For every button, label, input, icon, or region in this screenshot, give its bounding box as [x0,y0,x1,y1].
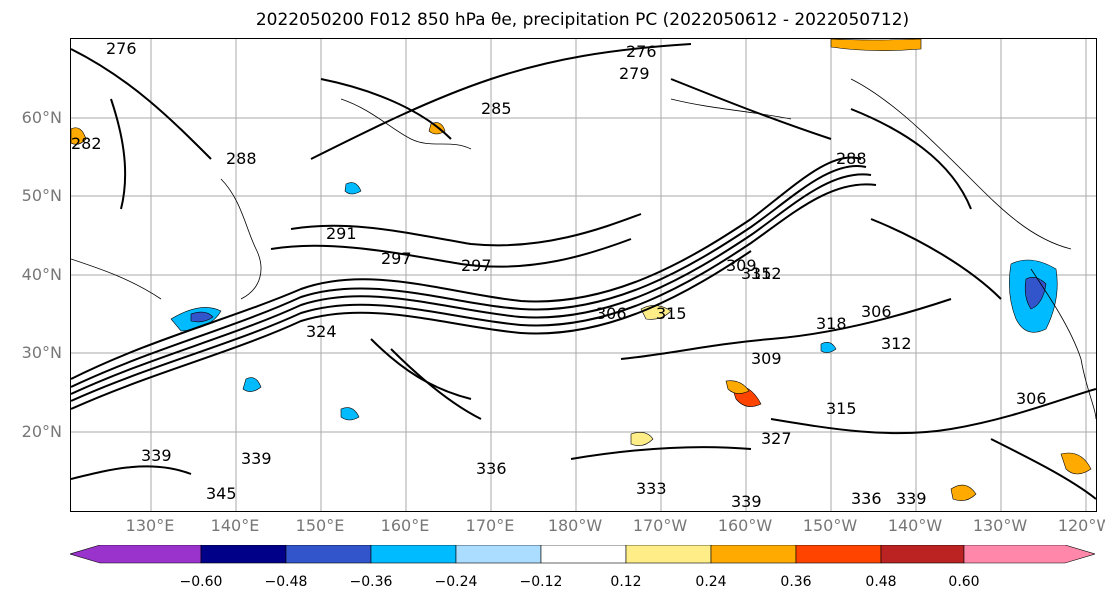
theta-e-contours [71,43,1096,500]
lat-label: 60°N [21,108,62,127]
colorbar-tick-label: −0.36 [349,574,393,590]
lat-label: 30°N [21,343,62,362]
contour-label: 282 [71,134,102,153]
lon-label: 150°E [295,516,345,535]
colorbar [70,545,1095,564]
gridlines [71,39,1096,511]
contour-label: 327 [761,429,792,448]
contour-label: 318 [816,314,847,333]
lon-label: 120°W [1057,516,1105,535]
lon-label: 130°W [972,516,1028,535]
contour-label: 315 [826,399,857,418]
colorbar-tick-label: 0.12 [610,574,642,590]
lon-label: 160°W [717,516,773,535]
colorbar-segment [963,545,1095,564]
contour-label: 276 [626,42,657,61]
contour-label: 312 [881,334,912,353]
colorbar-tick-label: −0.24 [434,574,478,590]
contour-label: 324 [306,322,337,341]
contour-label: 306 [1016,389,1047,408]
colorbar-tick-label: −0.48 [264,574,308,590]
precip-shading [71,39,1092,501]
contour-label: 336 [851,489,882,508]
map-canvas: 276 276 279 285 282 288 288 291 297 297 … [71,39,1096,511]
contour-label: 297 [461,256,492,275]
contour-label: 339 [141,446,172,465]
colorbar-tick-label: 0.36 [780,574,812,590]
map-panel: 276 276 279 285 282 288 288 291 297 297 … [70,38,1097,512]
contour-label: 306 [596,304,627,323]
contour-labels: 276 276 279 285 282 288 288 291 297 297 … [71,39,1047,511]
lon-label: 130°E [125,516,175,535]
contour-label: 309 [751,349,782,368]
colorbar-tick-label: 0.24 [695,574,727,590]
colorbar-segment [370,545,457,564]
colorbar-tick-label: 0.60 [948,574,980,590]
contour-label: 339 [896,489,927,508]
contour-label: 285 [481,99,512,118]
lat-label: 20°N [21,422,62,441]
contour-label: 279 [619,64,650,83]
contour-label: 291 [326,224,357,243]
colorbar-segment [200,545,287,564]
lon-label: 160°E [380,516,430,535]
coastlines [71,78,1096,420]
contour-label: 333 [636,479,667,498]
lat-label: 40°N [21,265,62,284]
colorbar-segment [625,545,712,564]
contour-label: 312 [751,264,782,283]
colorbar-segment [285,545,372,564]
lon-label: 150°W [802,516,858,535]
contour-label: 339 [241,449,272,468]
colorbar-segment [70,545,202,564]
colorbar-segment [880,545,965,564]
contour-label: 288 [226,149,257,168]
chart-title: 2022050200 F012 850 hPa θe, precipitatio… [255,10,910,30]
contour-label: 315 [656,304,687,323]
lon-label: 140°W [887,516,943,535]
colorbar-segment [710,545,797,564]
contour-label: 315 [741,264,772,283]
contour-label: 276 [106,39,137,58]
contour-label: 336 [476,459,507,478]
contour-label: 309 [726,256,757,275]
contour-label: 288 [836,149,867,168]
colorbar-tick-label: −0.12 [519,574,563,590]
contour-label: 345 [206,484,237,503]
colorbar-segment [455,545,542,564]
contour-label: 306 [861,302,892,321]
lat-label: 50°N [21,186,62,205]
contour-label: 297 [381,249,412,268]
lon-label: 180°W [547,516,603,535]
lon-label: 170°E [465,516,515,535]
colorbar-tick-label: 0.48 [865,574,897,590]
contour-label: 339 [731,492,762,511]
colorbar-segment [540,545,627,564]
lon-label: 170°W [632,516,688,535]
colorbar-tick-label: −0.60 [179,574,223,590]
colorbar-segment [795,545,882,564]
lon-label: 140°E [210,516,260,535]
